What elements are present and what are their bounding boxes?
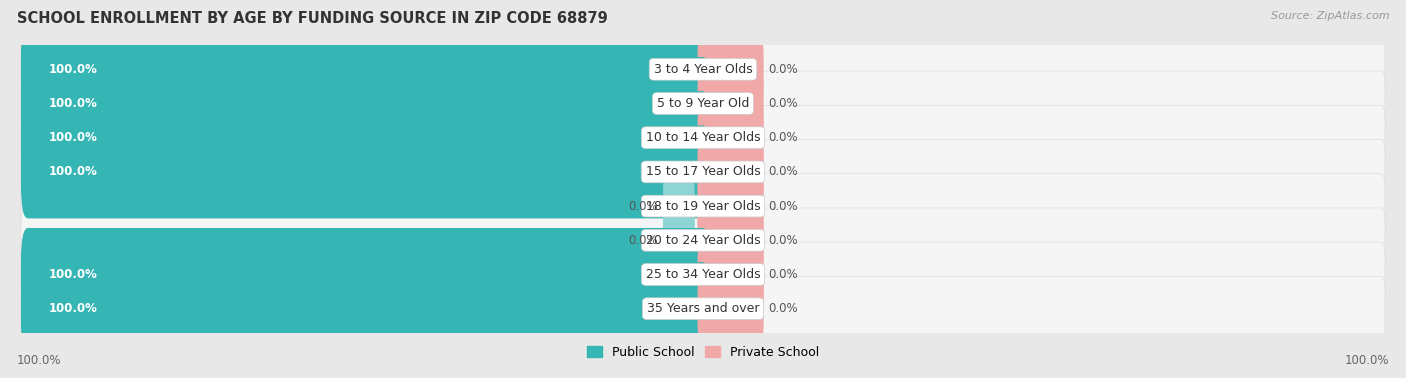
FancyBboxPatch shape: [21, 91, 710, 184]
FancyBboxPatch shape: [697, 235, 763, 314]
Text: 25 to 34 Year Olds: 25 to 34 Year Olds: [645, 268, 761, 281]
FancyBboxPatch shape: [21, 71, 1385, 136]
FancyBboxPatch shape: [21, 105, 1385, 170]
FancyBboxPatch shape: [21, 208, 1385, 273]
Text: 100.0%: 100.0%: [48, 63, 97, 76]
FancyBboxPatch shape: [21, 228, 710, 321]
FancyBboxPatch shape: [21, 57, 710, 150]
Text: 0.0%: 0.0%: [769, 63, 799, 76]
Text: 10 to 14 Year Olds: 10 to 14 Year Olds: [645, 131, 761, 144]
FancyBboxPatch shape: [697, 269, 763, 349]
FancyBboxPatch shape: [697, 29, 763, 109]
FancyBboxPatch shape: [21, 37, 1385, 102]
Text: 100.0%: 100.0%: [48, 97, 97, 110]
Text: 0.0%: 0.0%: [769, 97, 799, 110]
Text: SCHOOL ENROLLMENT BY AGE BY FUNDING SOURCE IN ZIP CODE 68879: SCHOOL ENROLLMENT BY AGE BY FUNDING SOUR…: [17, 11, 607, 26]
FancyBboxPatch shape: [21, 242, 1385, 307]
FancyBboxPatch shape: [21, 23, 710, 116]
Text: 0.0%: 0.0%: [769, 234, 799, 247]
FancyBboxPatch shape: [21, 125, 710, 218]
FancyBboxPatch shape: [697, 64, 763, 143]
Text: 100.0%: 100.0%: [1344, 354, 1389, 367]
Text: 0.0%: 0.0%: [769, 268, 799, 281]
FancyBboxPatch shape: [21, 174, 1385, 239]
Text: 35 Years and over: 35 Years and over: [647, 302, 759, 315]
FancyBboxPatch shape: [21, 276, 1385, 341]
FancyBboxPatch shape: [697, 98, 763, 177]
Text: 100.0%: 100.0%: [48, 302, 97, 315]
Legend: Public School, Private School: Public School, Private School: [582, 341, 824, 364]
Text: Source: ZipAtlas.com: Source: ZipAtlas.com: [1271, 11, 1389, 21]
Text: 0.0%: 0.0%: [769, 166, 799, 178]
FancyBboxPatch shape: [697, 201, 763, 280]
FancyBboxPatch shape: [21, 262, 710, 355]
Text: 0.0%: 0.0%: [628, 234, 658, 247]
Text: 5 to 9 Year Old: 5 to 9 Year Old: [657, 97, 749, 110]
FancyBboxPatch shape: [664, 201, 695, 280]
Text: 0.0%: 0.0%: [769, 131, 799, 144]
Text: 0.0%: 0.0%: [628, 200, 658, 212]
Text: 20 to 24 Year Olds: 20 to 24 Year Olds: [645, 234, 761, 247]
Text: 3 to 4 Year Olds: 3 to 4 Year Olds: [654, 63, 752, 76]
Text: 100.0%: 100.0%: [17, 354, 62, 367]
FancyBboxPatch shape: [697, 132, 763, 212]
Text: 100.0%: 100.0%: [48, 131, 97, 144]
Text: 100.0%: 100.0%: [48, 268, 97, 281]
Text: 100.0%: 100.0%: [48, 166, 97, 178]
Text: 15 to 17 Year Olds: 15 to 17 Year Olds: [645, 166, 761, 178]
Text: 0.0%: 0.0%: [769, 200, 799, 212]
Text: 0.0%: 0.0%: [769, 302, 799, 315]
FancyBboxPatch shape: [21, 139, 1385, 204]
FancyBboxPatch shape: [664, 166, 695, 246]
Text: 18 to 19 Year Olds: 18 to 19 Year Olds: [645, 200, 761, 212]
FancyBboxPatch shape: [697, 166, 763, 246]
